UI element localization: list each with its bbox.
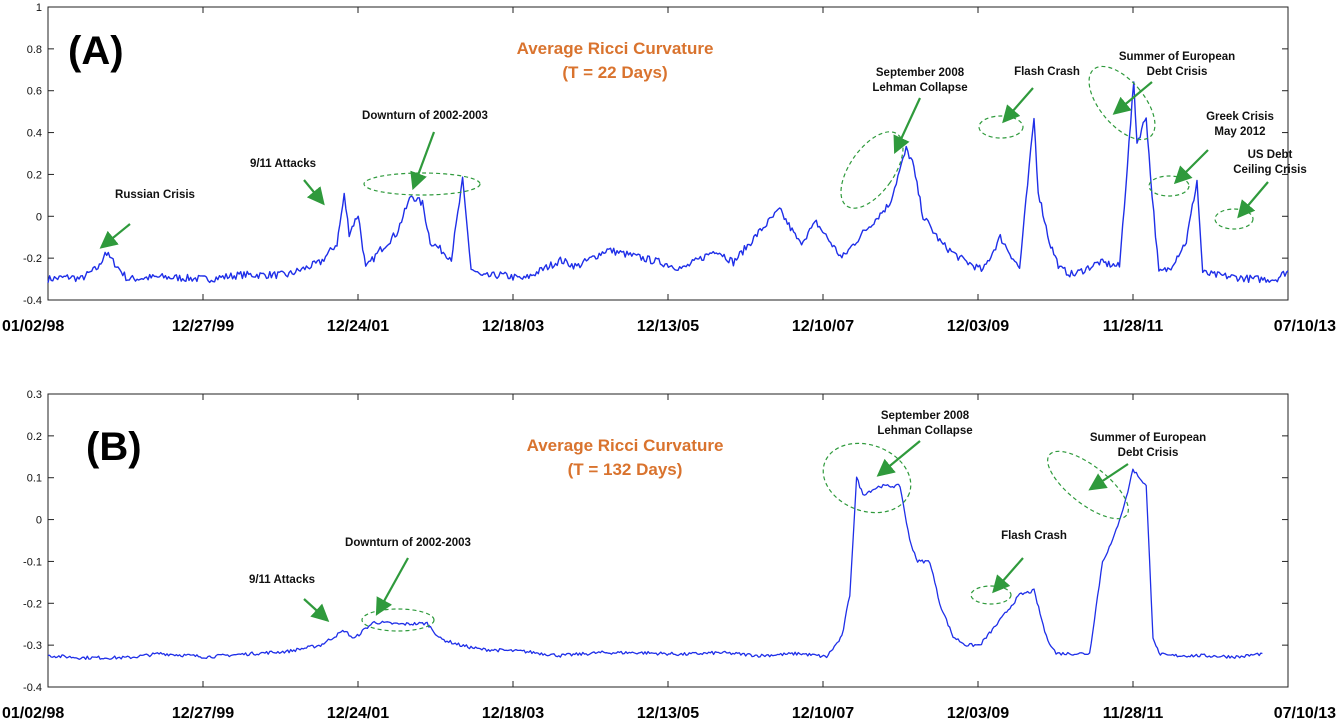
- arrow-lehman: [893, 97, 921, 154]
- y-tick-label: 0.4: [27, 128, 42, 140]
- arrow-russian-crisis: [99, 223, 131, 249]
- ellipse-b-lehman: [822, 442, 912, 514]
- arrow-flash-crash: [1002, 87, 1034, 124]
- x-tick-label: 01/02/98: [2, 318, 64, 335]
- panel-a-x-tick-labels: 01/02/98 12/27/99 12/24/01 12/18/03 12/13/05…: [2, 318, 1336, 335]
- panel-a-label: (A): [68, 29, 124, 73]
- y-tick-label: -0.2: [23, 253, 42, 265]
- y-tick-label: -0.4: [23, 682, 42, 694]
- y-tick-label: 0.6: [27, 86, 42, 98]
- x-tick-label: 12/13/05: [637, 318, 699, 335]
- x-tick-label: 12/10/07: [792, 705, 854, 722]
- arrow-911-attacks: [303, 179, 325, 206]
- x-tick-label: 12/24/01: [327, 705, 389, 722]
- panel-b: 0.3 0.2 0.1 0 -0.1 -0.2 -0.3 -0.4 01/02/98 12/27…: [2, 389, 1336, 722]
- y-tick-label: -0.2: [23, 598, 42, 610]
- x-tick-label: 07/10/13: [1274, 705, 1336, 722]
- ellipse-flash-crash: [978, 115, 1024, 139]
- annotation-b-european-debt-line2: Debt Crisis: [1118, 447, 1179, 459]
- annotation-greek-crisis-line2: May 2012: [1214, 126, 1265, 138]
- annotation-911-attacks: 9/11 Attacks: [250, 158, 316, 170]
- panel-b-y-ticks: 0.3 0.2 0.1 0 -0.1 -0.2 -0.3 -0.4: [23, 389, 1288, 694]
- panel-a-x-tick-marks: [47, 7, 1289, 300]
- annotation-us-debt-line2: Ceiling Crisis: [1233, 164, 1307, 176]
- annotation-b-flash-crash: Flash Crash: [1001, 530, 1067, 542]
- arrow-us-debt: [1237, 181, 1269, 219]
- annotation-us-debt-line1: US Debt: [1248, 149, 1293, 161]
- x-tick-label: 07/10/13: [1274, 318, 1336, 335]
- y-tick-label: -0.4: [23, 295, 42, 307]
- y-tick-label: 0: [36, 211, 42, 223]
- arrow-b-downturn: [375, 557, 409, 616]
- x-tick-label: 12/18/03: [482, 705, 544, 722]
- panel-b-subtitle: (T = 132 Days): [568, 460, 683, 479]
- arrow-b-european-debt: [1088, 463, 1129, 491]
- y-tick-label: -0.1: [23, 556, 42, 568]
- y-tick-label: 1: [36, 2, 42, 14]
- panel-a-y-ticks: 1 0.8 0.6 0.4 0.2 0 -0.2 -0.4: [23, 2, 1288, 307]
- y-tick-label: 0.2: [27, 431, 42, 443]
- x-tick-label: 12/18/03: [482, 318, 544, 335]
- y-tick-label: -0.3: [23, 640, 42, 652]
- arrow-european-debt: [1112, 81, 1153, 115]
- panel-b-label: (B): [86, 425, 142, 469]
- x-tick-label: 12/03/09: [947, 705, 1009, 722]
- annotation-european-debt-line1: Summer of European: [1119, 51, 1235, 63]
- y-tick-label: 0.2: [27, 169, 42, 181]
- annotation-b-lehman-line2: Lehman Collapse: [877, 425, 972, 437]
- annotation-lehman-collapse-line2: Lehman Collapse: [872, 82, 967, 94]
- x-tick-label: 12/10/07: [792, 318, 854, 335]
- arrow-downturn: [410, 131, 436, 191]
- x-tick-label: 12/27/99: [172, 318, 234, 335]
- y-tick-label: 0.8: [27, 44, 42, 56]
- ellipse-downturn: [363, 172, 481, 196]
- ellipse-greek-crisis: [1148, 175, 1190, 197]
- annotation-greek-crisis-line1: Greek Crisis: [1206, 111, 1274, 123]
- arrow-greek-crisis: [1173, 149, 1209, 185]
- annotation-b-lehman-line1: September 2008: [881, 410, 970, 422]
- ellipse-us-debt: [1214, 208, 1254, 230]
- annotation-flash-crash: Flash Crash: [1014, 66, 1080, 78]
- ellipse-european-debt: [1088, 65, 1156, 141]
- y-tick-label: 0.1: [27, 473, 42, 485]
- annotation-lehman-collapse-line1: September 2008: [876, 67, 965, 79]
- panel-a: 1 0.8 0.6 0.4 0.2 0 -0.2 -0.4 01/02/98 12/27/99 1…: [2, 2, 1336, 335]
- y-tick-label: 0: [36, 515, 42, 527]
- annotation-russian-crisis: Russian Crisis: [115, 189, 195, 201]
- panel-a-title: Average Ricci Curvature: [517, 39, 714, 58]
- panel-b-title: Average Ricci Curvature: [527, 436, 724, 455]
- arrow-b-911-attacks: [303, 598, 330, 622]
- x-tick-label: 12/13/05: [637, 705, 699, 722]
- annotation-b-911-attacks: 9/11 Attacks: [249, 574, 315, 586]
- ellipse-b-downturn: [361, 608, 435, 632]
- panel-b-x-tick-labels: 01/02/98 12/27/99 12/24/01 12/18/03 12/13/05…: [2, 705, 1336, 722]
- x-tick-label: 12/03/09: [947, 318, 1009, 335]
- arrow-b-flash-crash: [992, 557, 1024, 594]
- y-tick-label: 0.3: [27, 389, 42, 401]
- x-tick-label: 12/27/99: [172, 705, 234, 722]
- ellipse-lehman: [840, 131, 904, 209]
- arrow-b-lehman: [876, 440, 921, 477]
- x-tick-label: 12/24/01: [327, 318, 389, 335]
- panel-a-subtitle: (T = 22 Days): [562, 63, 667, 82]
- panel-a-series-line: [47, 81, 1289, 284]
- ellipse-b-european-debt: [1047, 450, 1129, 520]
- panel-b-series-line: [47, 468, 1263, 660]
- annotation-b-european-debt-line1: Summer of European: [1090, 432, 1206, 444]
- annotation-b-downturn-2002-2003: Downturn of 2002-2003: [345, 537, 471, 549]
- panel-b-x-tick-marks: [47, 394, 1289, 687]
- annotation-downturn-2002-2003: Downturn of 2002-2003: [362, 110, 488, 122]
- x-tick-label: 11/28/11: [1103, 705, 1164, 722]
- x-tick-label: 11/28/11: [1103, 318, 1164, 335]
- annotation-european-debt-line2: Debt Crisis: [1147, 66, 1208, 78]
- x-tick-label: 01/02/98: [2, 705, 64, 722]
- ellipse-b-flash-crash: [970, 585, 1012, 605]
